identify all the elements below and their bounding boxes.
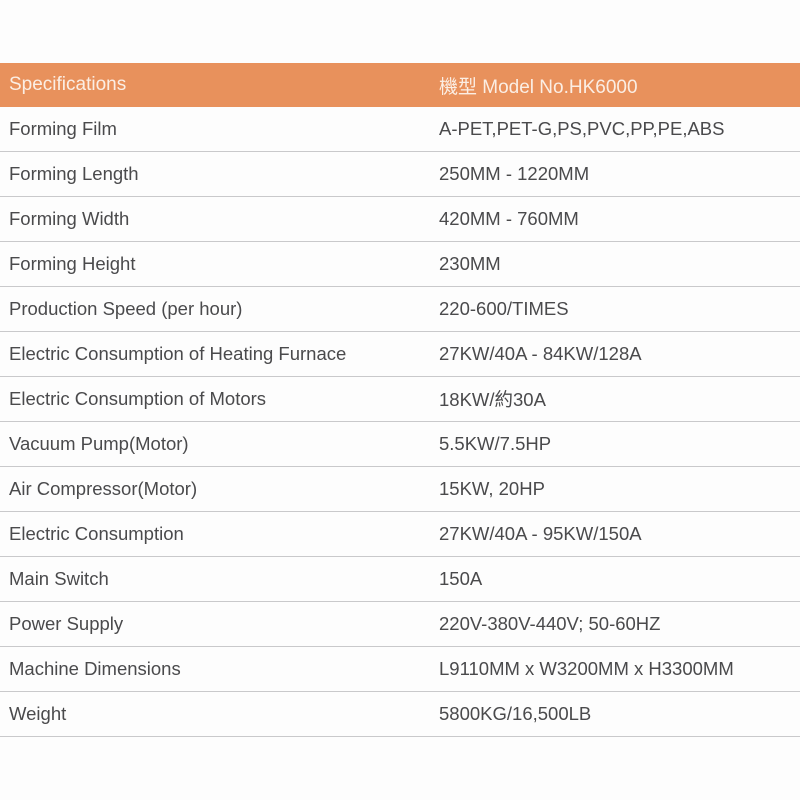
spec-label: Vacuum Pump(Motor)	[9, 433, 189, 454]
table-row: Power Supply 220V-380V-440V; 50-60HZ	[0, 602, 800, 647]
table-row: Electric Consumption of Heating Furnace 2…	[0, 332, 800, 377]
table-row: Vacuum Pump(Motor) 5.5KW/7.5HP	[0, 422, 800, 467]
spec-value: 250MM - 1220MM	[439, 163, 590, 184]
spec-label: Machine Dimensions	[9, 658, 181, 679]
spec-value: 420MM - 760MM	[439, 208, 579, 229]
spec-value: A-PET,PET-G,PS,PVC,PP,PE,ABS	[439, 118, 725, 139]
spec-value: L9110MM x W3200MM x H3300MM	[439, 658, 734, 679]
header-model: 機型 Model No.HK6000	[439, 76, 638, 98]
spec-table: Specifications 機型 Model No.HK6000 Formin…	[0, 63, 800, 737]
spec-label: Forming Length	[9, 163, 139, 184]
spec-label: Electric Consumption of Motors	[9, 388, 267, 409]
spec-label: Electric Consumption	[9, 523, 184, 544]
table-row: Machine Dimensions L9110MM x W3200MM x H3…	[0, 647, 800, 692]
spec-label: Main Switch	[9, 568, 109, 589]
spec-value: 5.5KW/7.5HP	[439, 433, 552, 454]
spec-value: 5800KG/16,500LB	[439, 703, 592, 724]
spec-value: 27KW/40A - 95KW/150A	[439, 523, 642, 544]
table-row: Forming Film A-PET,PET-G,PS,PVC,PP,PE,ABS	[0, 107, 800, 152]
table-row: Weight 5800KG/16,500LB	[0, 692, 800, 737]
spec-label: Forming Width	[9, 208, 130, 229]
table-row: Electric Consumption 27KW/40A - 95KW/150A	[0, 512, 800, 557]
spec-value: 220-600/TIMES	[439, 298, 569, 319]
table-row: Forming Height 230MM	[0, 242, 800, 287]
spec-label: Forming Film	[9, 118, 117, 139]
spec-label: Electric Consumption of Heating Furnace	[9, 343, 347, 364]
table-row: Electric Consumption of Motors 18KW/約30A	[0, 377, 800, 422]
table-row: Forming Length 250MM - 1220MM	[0, 152, 800, 197]
spec-value: 230MM	[439, 253, 501, 274]
table-row: Air Compressor(Motor) 15KW, 20HP	[0, 467, 800, 512]
spec-value: 27KW/40A - 84KW/128A	[439, 343, 642, 364]
spec-label: Power Supply	[9, 613, 124, 634]
spec-label: Production Speed (per hour)	[9, 298, 243, 319]
spec-value: 220V-380V-440V; 50-60HZ	[439, 613, 661, 634]
spec-label: Air Compressor(Motor)	[9, 478, 198, 499]
spec-value: 15KW, 20HP	[439, 478, 545, 499]
spec-label: Weight	[9, 703, 67, 724]
spec-value: 150A	[439, 568, 483, 589]
table-row: Production Speed (per hour) 220-600/TIMES	[0, 287, 800, 332]
spec-label: Forming Height	[9, 253, 136, 274]
table-row: Forming Width 420MM - 760MM	[0, 197, 800, 242]
table-header: Specifications 機型 Model No.HK6000	[0, 63, 800, 107]
spec-value: 18KW/約30A	[439, 389, 546, 410]
table-row: Main Switch 150A	[0, 557, 800, 602]
header-specifications: Specifications	[9, 74, 127, 95]
